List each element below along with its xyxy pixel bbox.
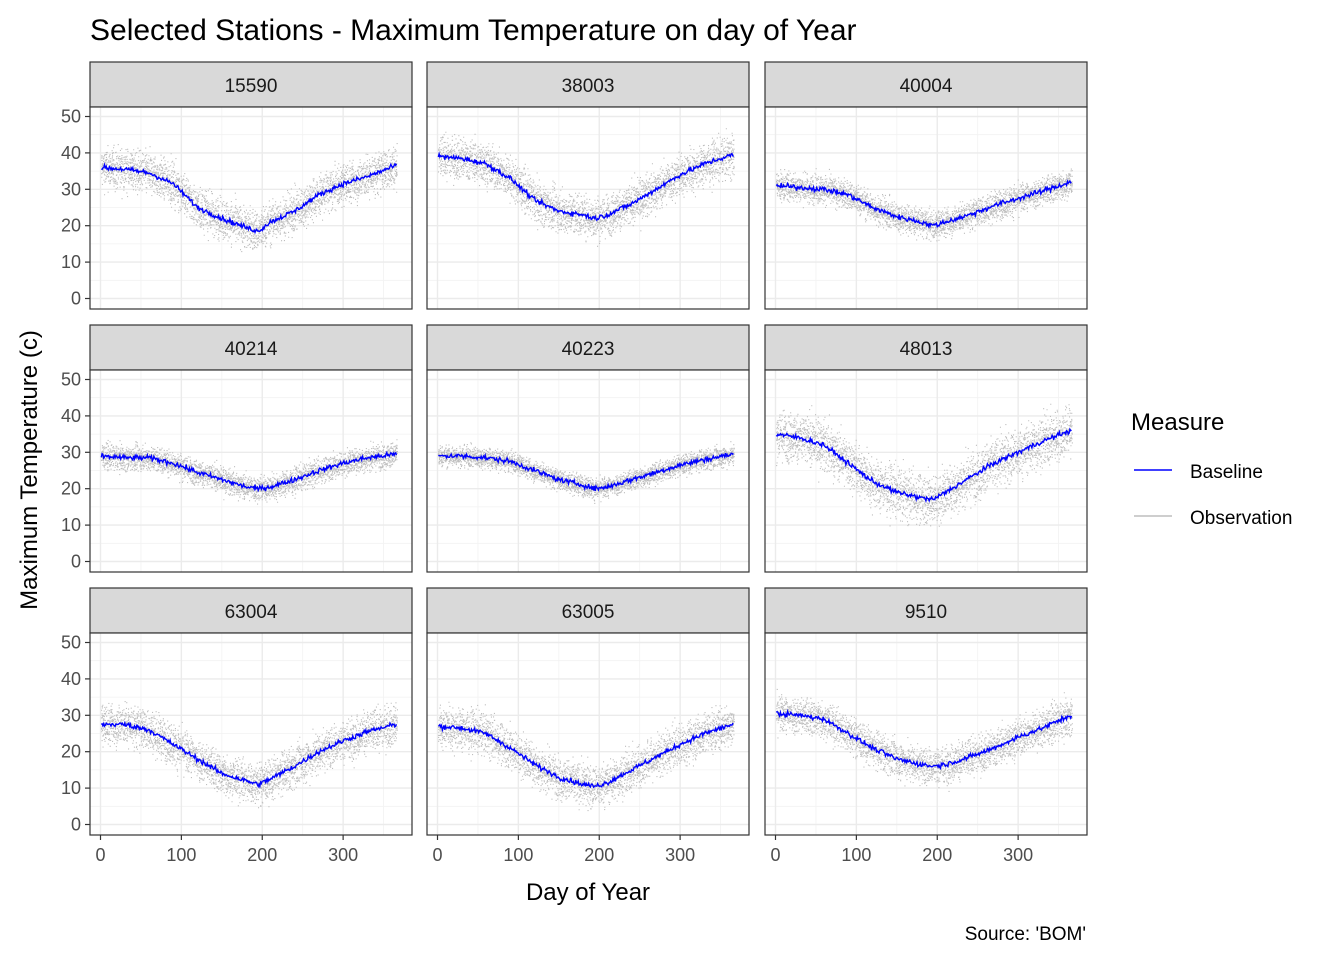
x-tick-label: 300	[1003, 845, 1033, 865]
observation-points	[776, 403, 1073, 527]
baseline-line	[100, 450, 398, 493]
facet-strip	[89, 61, 413, 108]
y-tick-label: 50	[61, 107, 81, 127]
facet-panel: 40214 0 10 20 30 40 50	[61, 324, 413, 573]
y-tick-label: 0	[71, 815, 81, 835]
facet-label: 63005	[562, 602, 615, 623]
facet-panel: 15590 0 10 20 30 40 50	[61, 61, 413, 310]
observation-points	[776, 688, 1073, 792]
baseline-line	[100, 162, 398, 235]
plot-area	[765, 107, 1087, 309]
y-tick-label: 50	[61, 633, 81, 653]
plot-area	[427, 107, 749, 309]
baseline-line	[437, 722, 734, 789]
facet-label: 15590	[225, 76, 278, 97]
x-tick-label: 100	[503, 845, 533, 865]
legend: Measure Baseline Observation	[1131, 409, 1292, 529]
baseline-line	[437, 151, 735, 222]
x-axis-title: Day of Year	[526, 879, 650, 906]
panel-border	[426, 369, 750, 573]
observation-points	[776, 168, 1073, 242]
y-axis-title: Maximum Temperature (c)	[16, 330, 43, 610]
facet-panel: 9510 0 100 200 300	[764, 587, 1088, 865]
x-tick-label: 0	[95, 845, 105, 865]
observation-points	[438, 701, 735, 812]
y-tick-label: 40	[61, 143, 81, 163]
facet-strip	[89, 587, 413, 634]
facet-strip	[764, 61, 1088, 108]
x-tick-label: 0	[432, 845, 442, 865]
facet-label: 48013	[900, 339, 953, 360]
y-tick-label: 20	[61, 742, 81, 762]
y-tick-label: 30	[61, 442, 81, 462]
panel-border	[426, 632, 750, 836]
observation-points	[100, 701, 399, 809]
y-tick-label: 0	[71, 289, 81, 309]
panel-border	[426, 106, 750, 310]
legend-title: Measure	[1131, 409, 1224, 436]
facet-panel: 63004 0 10 20 30 40 50 0 100 200 300	[61, 587, 413, 865]
facet-strip	[764, 324, 1088, 371]
panel-border	[764, 106, 1088, 310]
x-tick-label: 200	[922, 845, 952, 865]
legend-label-observation: Observation	[1190, 508, 1292, 529]
facet-label: 40004	[900, 76, 953, 97]
chart-caption: Source: 'BOM'	[965, 924, 1086, 945]
baseline-line	[775, 179, 1072, 229]
y-tick-label: 20	[61, 216, 81, 236]
facet-strip	[89, 324, 413, 371]
baseline-line	[775, 427, 1072, 504]
y-tick-label: 0	[71, 552, 81, 572]
y-tick-label: 10	[61, 252, 81, 272]
y-tick-label: 50	[61, 370, 81, 390]
x-tick-label: 200	[247, 845, 277, 865]
panel-border	[89, 106, 413, 310]
baseline-line	[100, 720, 398, 790]
facet-panel: 40223	[426, 324, 750, 573]
chart-title: Selected Stations - Maximum Temperature …	[90, 14, 857, 47]
y-tick-label: 30	[61, 705, 81, 725]
y-tick-label: 40	[61, 669, 81, 689]
plot-area	[427, 370, 749, 572]
legend-label-baseline: Baseline	[1190, 462, 1263, 483]
facet-panel: 40004	[764, 61, 1088, 310]
x-tick-label: 100	[841, 845, 871, 865]
facet-label: 63004	[225, 602, 278, 623]
observation-points	[437, 128, 735, 247]
y-tick-label: 20	[61, 479, 81, 499]
plot-area	[765, 633, 1087, 835]
facet-panel: 38003	[426, 61, 750, 310]
baseline-line	[438, 452, 734, 492]
panel-border	[764, 369, 1088, 573]
y-tick-label: 40	[61, 406, 81, 426]
baseline-line	[775, 708, 1073, 771]
x-tick-label: 200	[584, 845, 614, 865]
plot-area	[765, 370, 1087, 572]
facet-label: 38003	[562, 76, 615, 97]
facet-label: 9510	[905, 602, 947, 623]
y-tick-label: 10	[61, 515, 81, 535]
panel-border	[764, 632, 1088, 836]
observation-points	[101, 143, 398, 253]
facet-panel: 63005 0 100 200 300	[426, 587, 750, 865]
y-tick-label: 10	[61, 778, 81, 798]
panel-border	[89, 369, 413, 573]
x-tick-label: 300	[328, 845, 358, 865]
x-tick-label: 300	[665, 845, 695, 865]
x-tick-label: 100	[166, 845, 196, 865]
facet-label: 40214	[225, 339, 278, 360]
observation-points	[437, 441, 735, 504]
plot-area	[90, 107, 412, 309]
y-tick-label: 30	[61, 179, 81, 199]
panel-border	[89, 632, 413, 836]
facet-label: 40223	[562, 339, 615, 360]
facet-strip	[764, 587, 1088, 634]
facet-panel: 48013	[764, 324, 1088, 573]
x-tick-label: 0	[770, 845, 780, 865]
